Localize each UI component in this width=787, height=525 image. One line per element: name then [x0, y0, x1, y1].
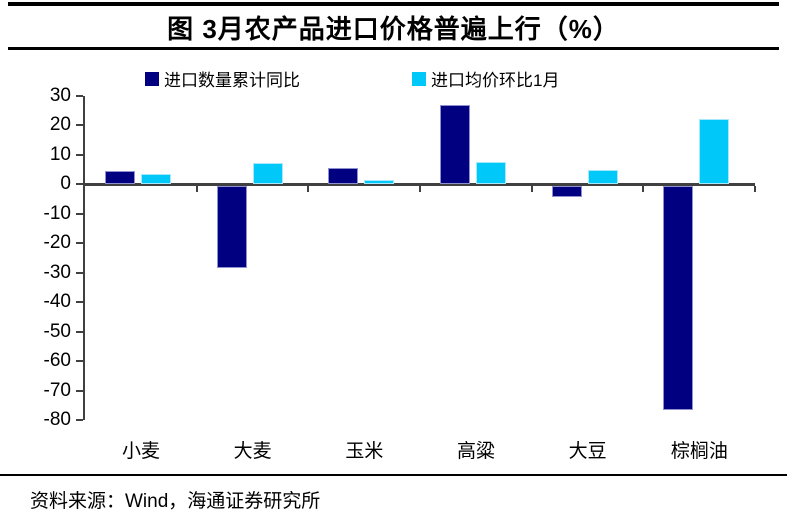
bar	[328, 168, 359, 185]
bar	[587, 169, 618, 185]
x-axis-label: 小麦	[121, 441, 160, 462]
bar	[699, 118, 730, 185]
y-axis-label: 20	[49, 114, 71, 136]
y-axis-tick	[76, 389, 83, 392]
bar	[476, 161, 506, 185]
x-axis-line	[85, 182, 755, 186]
legend-item-import-price: 进口均价环比1月	[412, 66, 559, 91]
chart-legend: 进口数量累计同比 进口均价环比1月	[145, 66, 559, 91]
title-border-rule	[8, 47, 779, 50]
y-axis-label: 30	[49, 85, 71, 106]
y-axis-label: -50	[43, 320, 71, 342]
bar	[364, 180, 395, 185]
bar	[216, 185, 247, 269]
y-axis-label: -30	[43, 261, 71, 283]
y-axis-label: -20	[43, 232, 71, 254]
bar	[141, 173, 171, 185]
y-axis-tick	[76, 360, 83, 363]
top-border-rule	[8, 2, 779, 6]
legend-label: 进口均价环比1月	[431, 71, 560, 90]
x-axis-label: 玉米	[345, 441, 384, 462]
bar	[551, 185, 582, 197]
y-axis-tick	[76, 301, 83, 304]
bar	[105, 171, 135, 185]
legend-swatch-cyan	[412, 71, 426, 86]
bar	[252, 163, 283, 185]
legend-label: 进口数量累计同比	[164, 71, 300, 90]
x-axis-label: 大麦	[233, 441, 272, 462]
bar	[440, 104, 470, 185]
x-axis-tick	[642, 185, 645, 192]
source-border-rule	[0, 474, 787, 476]
x-axis-label: 大豆	[568, 441, 607, 462]
y-axis-label: -70	[43, 379, 71, 401]
legend-item-import-volume: 进口数量累计同比	[145, 66, 300, 91]
y-axis-label: -10	[43, 202, 71, 224]
y-axis-label: -60	[43, 350, 71, 372]
y-axis-tick	[76, 124, 83, 127]
y-axis-tick	[76, 419, 83, 421]
y-axis-tick	[76, 212, 83, 215]
y-axis-label: 0	[60, 173, 71, 195]
y-axis-tick	[76, 271, 83, 274]
chart-title: 图 3月农产品进口价格普遍上行（%）	[167, 14, 620, 44]
x-axis-label: 高粱	[456, 441, 495, 462]
y-axis-line	[83, 96, 85, 420]
y-axis-label: -80	[43, 409, 71, 430]
x-axis-tick	[530, 185, 533, 192]
y-axis-tick	[76, 153, 83, 156]
x-axis-label: 棕榈油	[670, 441, 728, 462]
y-axis-tick	[76, 242, 83, 245]
y-axis-label: -40	[43, 291, 71, 313]
x-axis-tick	[307, 185, 310, 192]
y-axis-tick	[76, 183, 83, 186]
y-axis-tick	[76, 330, 83, 333]
y-axis-tick	[76, 95, 83, 97]
bar	[663, 185, 694, 410]
legend-swatch-navy	[145, 71, 159, 86]
source-note: 资料来源：Wind，海通证券研究所	[30, 491, 321, 512]
y-axis-label: 10	[49, 143, 71, 165]
x-axis-tick	[195, 185, 198, 192]
x-axis-tick	[754, 185, 756, 192]
x-axis-tick	[419, 185, 421, 192]
